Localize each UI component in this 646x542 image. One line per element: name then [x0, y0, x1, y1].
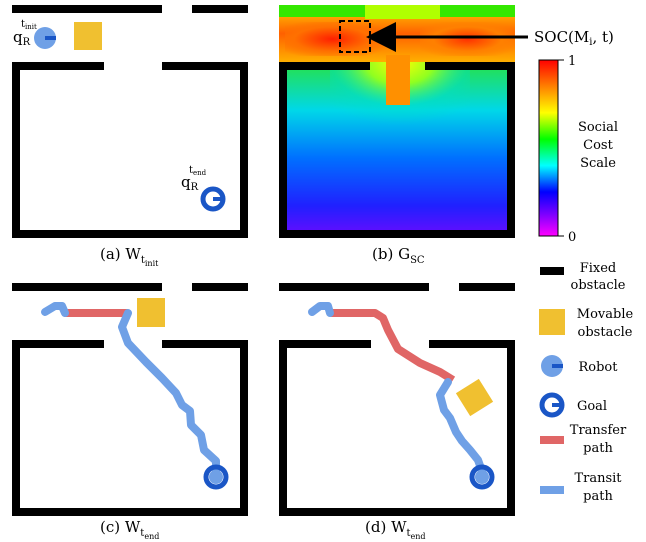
- legend-movable-obstacle-label-2: obstacle: [578, 325, 633, 340]
- transit-path: [308, 302, 334, 317]
- legend-fixed-obstacle-swatch: [540, 267, 564, 275]
- legend-transit-path-swatch: [540, 486, 564, 494]
- legend-movable-obstacle-swatch: [539, 309, 565, 335]
- transfer-path: [330, 309, 456, 384]
- goal-label-sup: tend: [189, 165, 207, 177]
- legend-goal-center: [552, 403, 563, 407]
- wall: [459, 283, 515, 291]
- legend-robot-heading: [552, 364, 563, 368]
- wall: [279, 62, 287, 238]
- colorbar-title-1: Social: [578, 120, 618, 135]
- wall: [240, 62, 248, 238]
- robot-heading: [45, 36, 56, 40]
- wall: [279, 283, 429, 291]
- movable-obstacle: [137, 298, 165, 327]
- legend-transfer-path-label-1: Transfer: [570, 423, 627, 438]
- panel-d: (d) Wtend: [279, 283, 515, 541]
- colorbar: 1 0 Social Cost Scale: [538, 54, 618, 245]
- legend-fixed-obstacle-label-2: obstacle: [571, 278, 626, 293]
- caption-c: (c) Wtend: [100, 518, 159, 541]
- panel-b: SOC(Mi, t) (b) GSC: [279, 5, 614, 266]
- legend-movable-obstacle-label-1: Movable: [577, 307, 634, 322]
- heatmap-corridor-hot-left: [285, 22, 390, 56]
- wall: [279, 340, 287, 516]
- wall: [12, 62, 104, 70]
- colorbar-title-3: Scale: [580, 156, 616, 171]
- wall: [162, 62, 248, 70]
- robot-label: qR: [13, 28, 31, 48]
- caption-a: (a) Wtinit: [100, 245, 159, 268]
- movable-obstacle: [74, 22, 102, 50]
- wall: [279, 508, 515, 516]
- robot: [209, 470, 223, 484]
- robot-label-sup: tinit: [21, 19, 37, 31]
- wall: [192, 283, 248, 291]
- legend-fixed-obstacle-label-1: Fixed: [580, 261, 617, 276]
- heatmap-corridor-top-mid: [365, 5, 440, 19]
- movable-obstacle: [455, 378, 494, 417]
- legend-goal-label: Goal: [577, 399, 607, 414]
- wall: [12, 283, 162, 291]
- colorbar-min-label: 0: [568, 230, 576, 245]
- colorbar-gradient: [538, 59, 559, 237]
- highlight-box: [339, 20, 371, 53]
- wall: [429, 340, 515, 348]
- legend-robot-label: Robot: [579, 360, 619, 375]
- caption-d: (d) Wtend: [365, 518, 426, 541]
- wall: [425, 62, 515, 70]
- wall: [12, 508, 248, 516]
- panel-c: (c) Wtend: [12, 283, 248, 541]
- wall: [192, 5, 248, 13]
- wall: [279, 340, 371, 348]
- goal: [469, 464, 495, 490]
- caption-b: (b) GSC: [372, 245, 425, 266]
- goal: [203, 464, 229, 490]
- wall: [507, 340, 515, 516]
- soc-annotation: SOC(Mi, t): [534, 28, 614, 48]
- transit-path: [436, 378, 487, 478]
- goal-center: [213, 197, 224, 201]
- heatmap-corridor-hot-right: [420, 22, 515, 56]
- heatmap-door-column: [386, 55, 410, 105]
- transit-path: [41, 302, 69, 317]
- legend-transfer-path-swatch: [540, 436, 564, 444]
- legend: Fixed obstacle Movable obstacle Robot Go…: [539, 261, 634, 504]
- panel-a: qR tinit qR tend (a) Wtinit: [12, 5, 248, 268]
- legend-transit-path-label-1: Transit: [574, 471, 622, 486]
- wall: [12, 230, 248, 238]
- legend-transit-path-label-2: path: [583, 489, 613, 504]
- wall: [12, 62, 20, 238]
- robot: [475, 470, 489, 484]
- wall: [12, 5, 162, 13]
- wall: [240, 340, 248, 516]
- colorbar-max-label: 1: [568, 54, 576, 69]
- transit-path: [118, 309, 220, 478]
- wall: [279, 62, 370, 70]
- wall: [162, 340, 248, 348]
- goal-label: qR: [181, 173, 199, 193]
- colorbar-title-2: Cost: [583, 138, 613, 153]
- wall: [12, 340, 20, 516]
- wall: [507, 62, 515, 238]
- wall: [12, 340, 104, 348]
- legend-transfer-path-label-2: path: [583, 441, 613, 456]
- wall: [279, 230, 515, 238]
